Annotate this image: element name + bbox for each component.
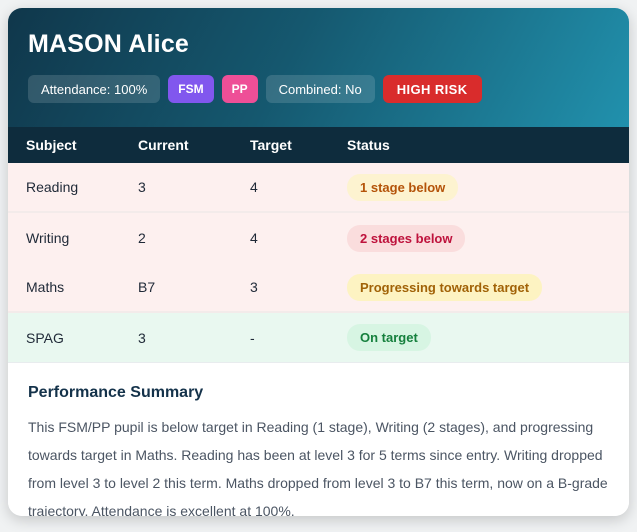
subject-cell: Reading: [26, 179, 79, 195]
status-badge: Progressing towards target: [347, 273, 543, 301]
current-cell: 2: [138, 230, 146, 246]
column-header-status: Status: [347, 137, 390, 153]
performance-summary-text: This FSM/PP pupil is below target in Rea…: [28, 419, 608, 516]
current-cell: B7: [138, 279, 156, 295]
performance-summary-section: Performance Summary This FSM/PP pupil is…: [8, 363, 629, 516]
column-header-target: Target: [250, 137, 292, 153]
table-header: Subject Current Target Status: [8, 127, 629, 163]
target-cell: -: [250, 329, 255, 346]
target-cell: 4: [250, 230, 258, 246]
student-profile-card: MASON Alice Attendance: 100% FSM PP Comb…: [8, 8, 629, 516]
high-risk-badge: HIGH RISK: [382, 75, 482, 103]
subject-cell: Writing: [26, 230, 70, 246]
column-header-current: Current: [138, 137, 189, 153]
badge-row: Attendance: 100% FSM PP Combined: No HIG…: [28, 75, 609, 103]
current-cell: 3: [138, 329, 146, 346]
target-cell: 3: [250, 279, 258, 295]
status-badge: 2 stages below: [347, 224, 466, 252]
subject-cell: SPAG: [26, 329, 64, 346]
profile-header: MASON Alice Attendance: 100% FSM PP Comb…: [8, 8, 629, 127]
table-row: Reading 3 4 1 stage below: [8, 163, 629, 213]
student-name: MASON Alice: [28, 30, 190, 58]
target-cell: 4: [250, 179, 258, 195]
table-row: Writing 2 4 2 stages below: [8, 213, 629, 263]
performance-summary-title: Performance Summary: [28, 384, 204, 401]
current-cell: 3: [138, 179, 146, 195]
status-badge: On target: [347, 324, 431, 351]
combined-badge: Combined: No: [265, 75, 375, 103]
pp-badge: PP: [221, 75, 258, 103]
column-header-subject: Subject: [26, 137, 77, 153]
subject-cell: Maths: [26, 279, 65, 295]
table-row: Maths B7 3 Progressing towards target: [8, 263, 629, 313]
table-row: SPAG 3 - On target: [8, 313, 629, 363]
status-badge: 1 stage below: [347, 173, 459, 201]
attendance-badge: Attendance: 100%: [28, 75, 161, 103]
fsm-badge: FSM: [168, 75, 214, 103]
